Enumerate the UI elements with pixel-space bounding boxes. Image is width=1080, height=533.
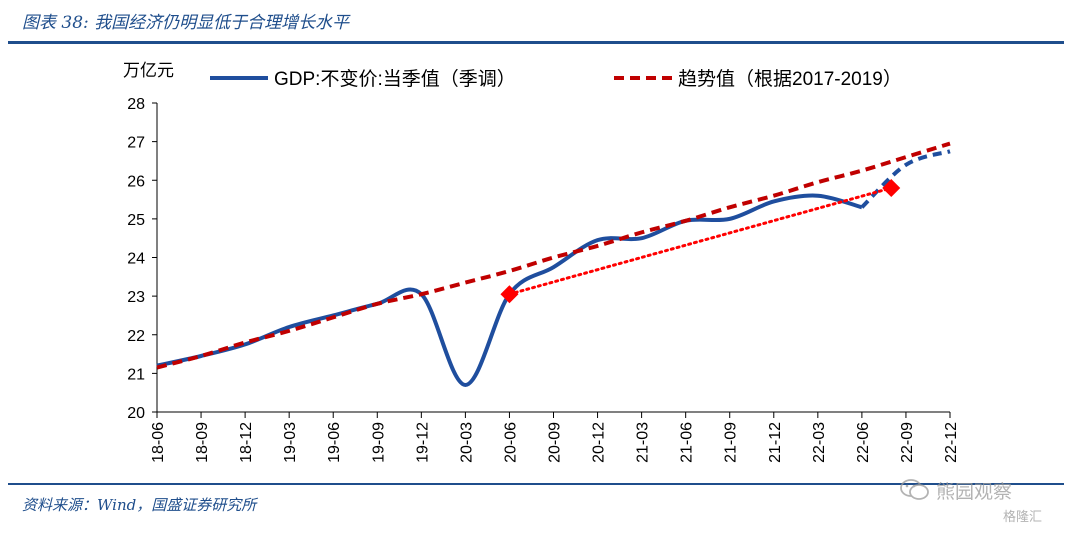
y-tick-label: 22 xyxy=(127,328,145,345)
x-tick-label: 22-09 xyxy=(899,422,916,463)
diamond-marker xyxy=(882,178,901,197)
x-tick-label: 20-06 xyxy=(502,422,519,463)
series-line-trend xyxy=(156,141,951,370)
x-tick-label: 18-09 xyxy=(194,422,211,463)
figure-title: 图表 38: 我国经济仍明显低于合理增长水平 xyxy=(22,13,350,33)
legend-label-trend: 趋势值（根据2017-2019） xyxy=(678,68,902,90)
series-line-gdp xyxy=(156,193,863,387)
x-tick-label: 20-12 xyxy=(591,422,608,463)
y-tick-label: 21 xyxy=(127,366,145,383)
y-axis: 20 21 22 23 24 25 26 27 28 xyxy=(127,96,158,422)
x-tick-label: 22-03 xyxy=(811,422,828,463)
x-tick-label: 18-06 xyxy=(150,422,167,463)
title-rule xyxy=(8,41,1064,44)
y-tick-label: 23 xyxy=(127,289,145,306)
series-layer xyxy=(156,141,951,387)
y-tick-label: 26 xyxy=(127,173,145,190)
x-tick-label: 21-06 xyxy=(679,422,696,463)
y-tick-label: 27 xyxy=(127,135,145,152)
x-tick-label: 19-03 xyxy=(282,422,299,463)
diamond-marker xyxy=(500,285,519,304)
brand-watermark: 格隆汇 xyxy=(1003,510,1043,525)
wechat-icon xyxy=(900,479,929,500)
y-tick-label: 28 xyxy=(127,96,145,113)
source-note: 资料来源：Wind，国盛证券研究所 xyxy=(22,496,257,514)
x-tick-label: 19-09 xyxy=(370,422,387,463)
x-tick-label: 19-12 xyxy=(414,422,431,463)
x-tick-label: 18-12 xyxy=(238,422,255,463)
source-rule xyxy=(8,483,1064,485)
y-tick-label: 20 xyxy=(127,405,145,422)
x-tick-label: 20-09 xyxy=(547,422,564,463)
x-tick-label: 21-03 xyxy=(635,422,652,463)
x-tick-label: 21-12 xyxy=(767,422,784,463)
x-tick-label: 21-09 xyxy=(723,422,740,463)
y-tick-label: 24 xyxy=(127,251,145,268)
annotation-layer xyxy=(500,178,901,304)
series-line-gdp-projected xyxy=(860,149,951,209)
x-tick-label: 19-06 xyxy=(326,422,343,463)
x-axis: 18-06 18-09 18-12 19-03 19-06 19-09 19-12 20-03… xyxy=(150,411,960,463)
chart-legend: GDP:不变价:当季值（季调） 趋势值（根据2017-2019） xyxy=(210,68,902,90)
x-tick-label: 22-12 xyxy=(943,422,960,463)
legend-label-gdp: GDP:不变价:当季值（季调） xyxy=(274,68,516,90)
trend-catchup-dotted-line xyxy=(507,186,893,296)
x-tick-label: 22-06 xyxy=(855,422,872,463)
y-tick-label: 25 xyxy=(127,212,145,229)
y-axis-label: 万亿元 xyxy=(123,61,174,80)
x-tick-label: 20-03 xyxy=(458,422,475,463)
watermark-text: 熊园观察 xyxy=(936,481,1013,503)
